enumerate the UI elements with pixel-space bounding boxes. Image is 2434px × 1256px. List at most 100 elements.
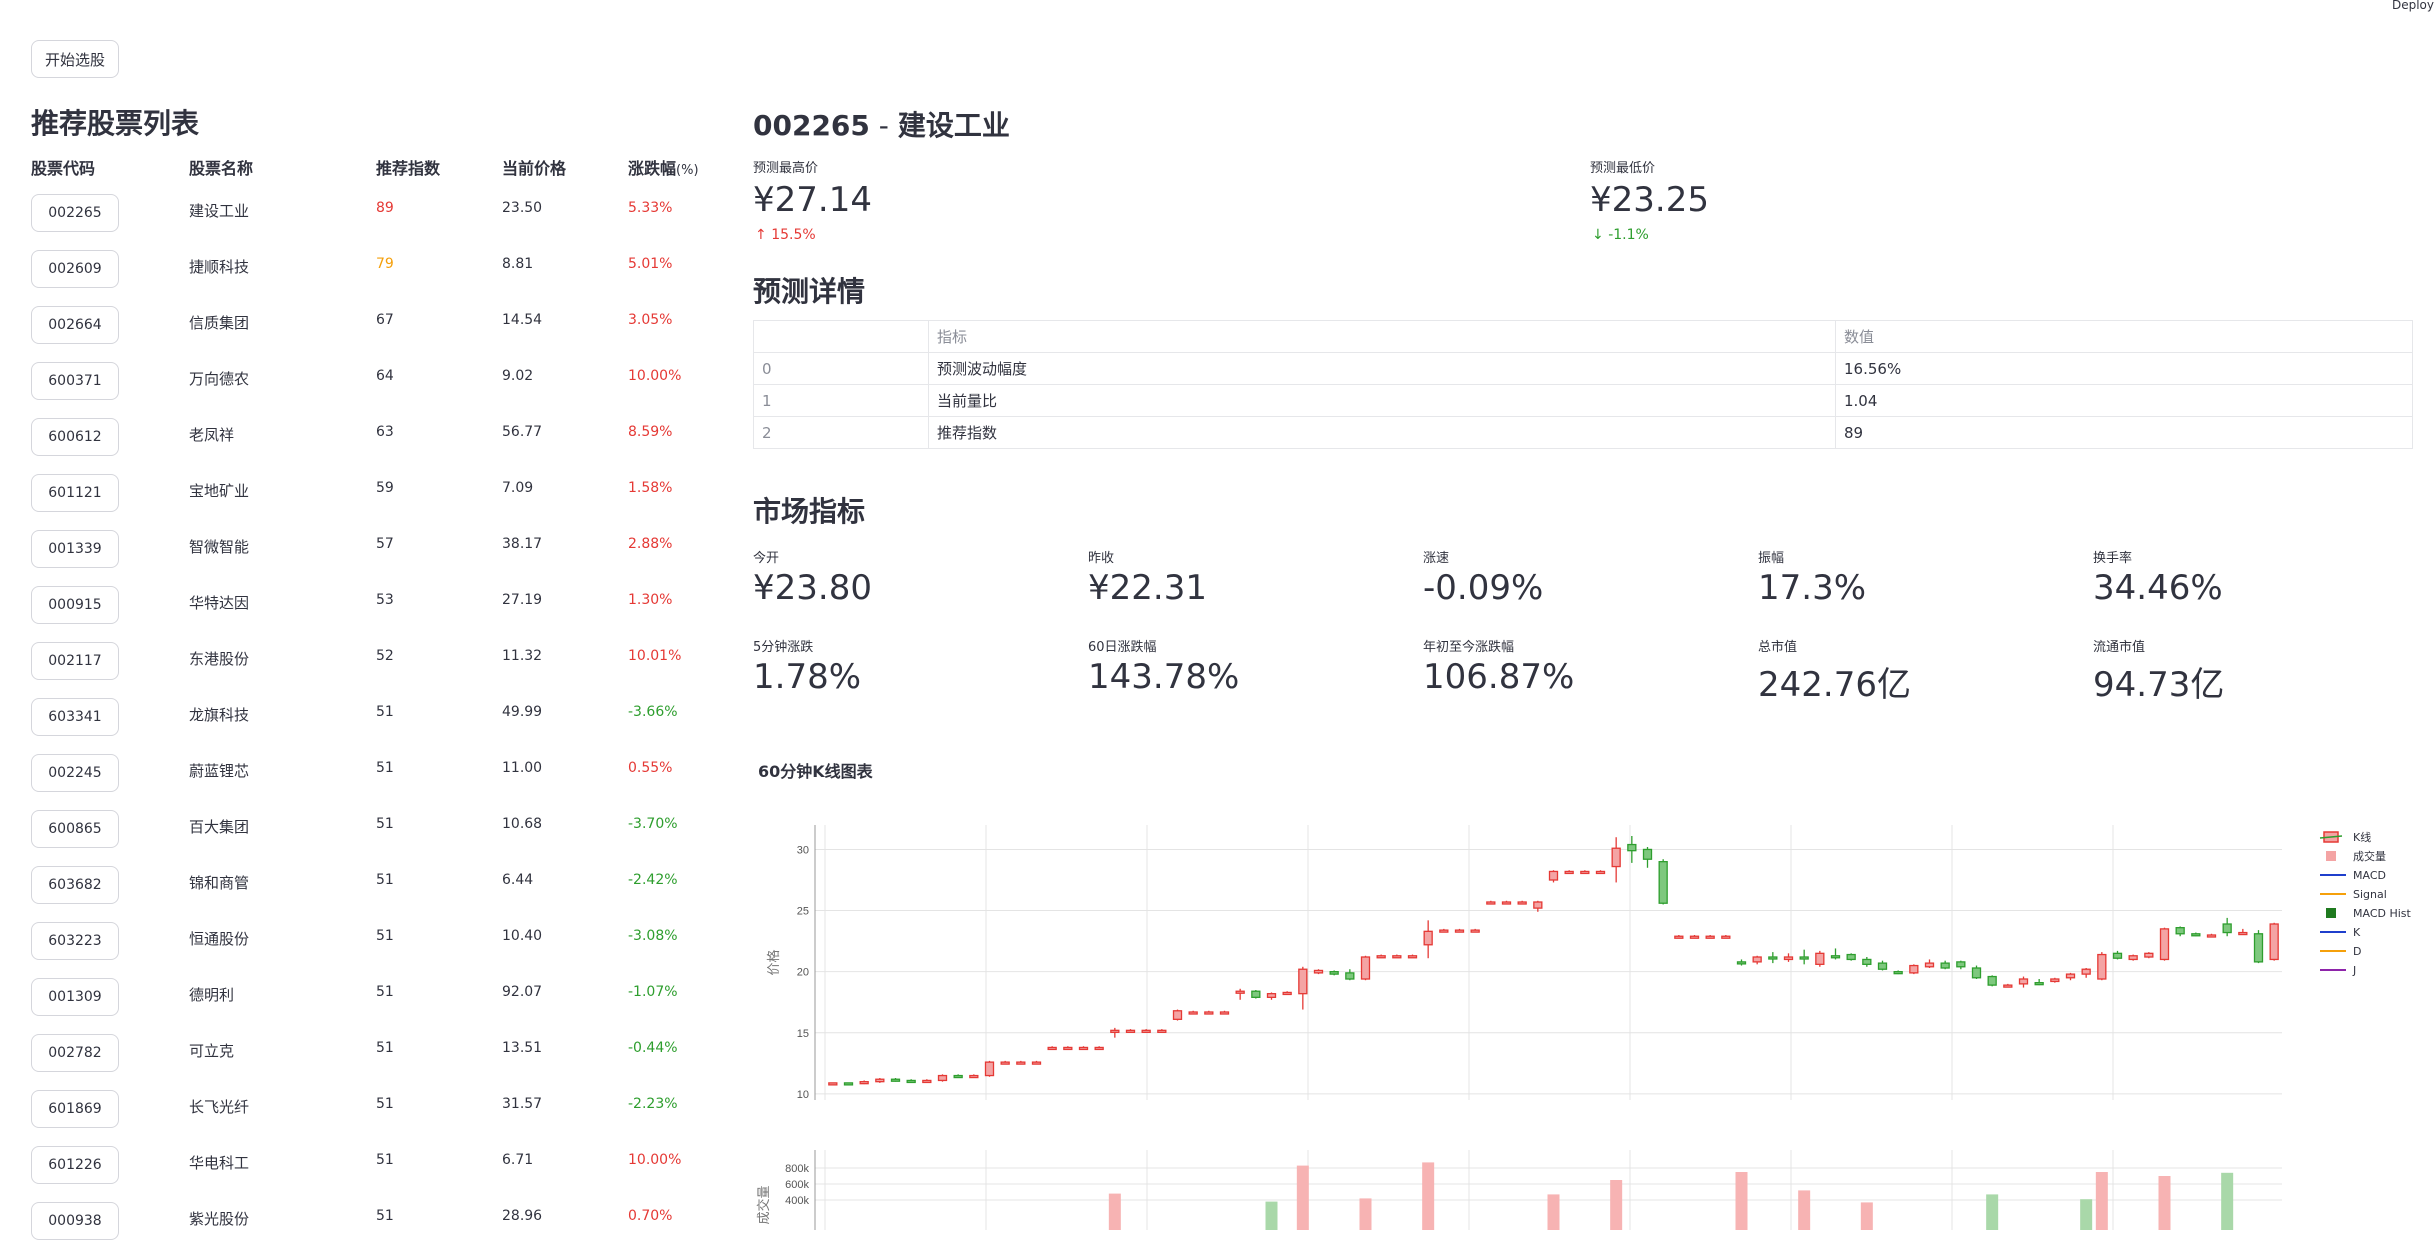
legend-label: K线 bbox=[2353, 830, 2371, 844]
candle bbox=[1830, 955, 1841, 959]
stock-code-button[interactable]: 000938 bbox=[31, 1202, 119, 1240]
volume-bar bbox=[1422, 1162, 1435, 1230]
stock-code-button[interactable]: 001339 bbox=[31, 530, 119, 568]
candle bbox=[1924, 962, 1935, 968]
stock-price: 56.77 bbox=[502, 424, 543, 440]
stock-price: 6.44 bbox=[502, 872, 534, 888]
candle bbox=[1736, 961, 1747, 965]
stock-change: -3.66% bbox=[628, 704, 678, 720]
stock-score: 79 bbox=[376, 256, 394, 272]
candle bbox=[1204, 1011, 1214, 1015]
market-indicators-title: 市场指标 bbox=[753, 495, 866, 528]
candle bbox=[1501, 901, 1512, 905]
stock-code-button[interactable]: 600865 bbox=[31, 810, 119, 848]
stock-score: 51 bbox=[376, 1040, 394, 1056]
stock-change: -3.08% bbox=[628, 928, 678, 944]
chart-title: 60分钟K线图表 bbox=[758, 762, 873, 781]
candle bbox=[2144, 952, 2154, 958]
metric-value: 17.3% bbox=[1758, 568, 1867, 608]
candle bbox=[1454, 929, 1465, 933]
stock-code-button[interactable]: 600612 bbox=[31, 418, 119, 456]
metric-label: 5分钟涨跌 bbox=[753, 640, 814, 655]
stock-code-button[interactable]: 002782 bbox=[31, 1034, 119, 1072]
candle bbox=[875, 1078, 885, 1083]
stock-code-button[interactable]: 002117 bbox=[31, 642, 119, 680]
candle bbox=[1642, 848, 1653, 860]
volume-bar bbox=[2095, 1172, 2108, 1230]
stock-row: 001309 德明利 51 92.07 -1.07% bbox=[0, 976, 720, 1032]
stock-code-button[interactable]: 600371 bbox=[31, 362, 119, 400]
stock-score: 51 bbox=[376, 1152, 394, 1168]
stock-price: 92.07 bbox=[502, 984, 543, 1000]
stock-code-button[interactable]: 001309 bbox=[31, 978, 119, 1016]
candle bbox=[2128, 955, 2138, 961]
stock-change: -0.44% bbox=[628, 1040, 678, 1056]
candle bbox=[2175, 927, 2185, 935]
candle bbox=[1533, 901, 1543, 909]
stock-change: 1.58% bbox=[628, 480, 673, 496]
candle bbox=[2206, 934, 2217, 938]
stock-row: 600371 万向德农 64 9.02 10.00% bbox=[0, 360, 720, 416]
metric-label: 年初至今涨跌幅 bbox=[1423, 640, 1515, 655]
volume-bar bbox=[1265, 1201, 1278, 1230]
candle bbox=[2065, 973, 2076, 979]
candle bbox=[1799, 956, 1809, 960]
stock-row: 601869 长飞光纤 51 31.57 -2.23% bbox=[0, 1088, 720, 1144]
stock-name: 建设工业 bbox=[189, 202, 250, 220]
stock-code-button[interactable]: 002664 bbox=[31, 306, 119, 344]
candle bbox=[2018, 978, 2029, 985]
stock-code-button[interactable]: 603341 bbox=[31, 698, 119, 736]
stock-score: 51 bbox=[376, 984, 394, 1000]
candle bbox=[1078, 1046, 1089, 1051]
stock-code-button[interactable]: 002245 bbox=[31, 754, 119, 792]
candle bbox=[1110, 1029, 1120, 1033]
stock-name: 龙旗科技 bbox=[189, 706, 250, 724]
pred-high-delta: ↑ 15.5% bbox=[755, 227, 816, 243]
stock-row: 000938 紫光股份 51 28.96 0.70% bbox=[0, 1200, 720, 1256]
deploy-link[interactable]: Deploy bbox=[2391, 0, 2434, 12]
stock-code-button[interactable]: 603682 bbox=[31, 866, 119, 904]
legend-label: MACD bbox=[2353, 869, 2386, 882]
price-tick-label: 10 bbox=[797, 1089, 809, 1101]
arrow-up-icon: ↑ bbox=[755, 227, 767, 243]
stock-code-button[interactable]: 000915 bbox=[31, 586, 119, 624]
stock-code-button[interactable]: 601869 bbox=[31, 1090, 119, 1128]
candle bbox=[1172, 1010, 1183, 1020]
stock-code-button[interactable]: 603223 bbox=[31, 922, 119, 960]
stock-code-button[interactable]: 601121 bbox=[31, 474, 119, 512]
stock-name: 百大集团 bbox=[189, 818, 250, 836]
volume-bar bbox=[1296, 1165, 1309, 1230]
stock-change: 2.88% bbox=[628, 536, 673, 552]
metric-value: 94.73亿 bbox=[2093, 665, 2225, 705]
prediction-details-title: 预测详情 bbox=[753, 275, 866, 308]
stock-name: 蔚蓝锂芯 bbox=[189, 762, 250, 780]
stock-name: 万向德农 bbox=[189, 370, 250, 388]
candle bbox=[2222, 923, 2232, 934]
stock-score: 64 bbox=[376, 368, 394, 384]
start-screening-button[interactable]: 开始选股 bbox=[31, 40, 120, 78]
candle bbox=[922, 1079, 932, 1084]
candle bbox=[906, 1079, 916, 1084]
candle bbox=[1580, 870, 1590, 875]
candle bbox=[1721, 935, 1731, 939]
stock-name: 可立克 bbox=[189, 1042, 235, 1060]
col-name: 股票名称 bbox=[189, 159, 254, 178]
volume-bar bbox=[1108, 1193, 1121, 1230]
stock-score: 52 bbox=[376, 648, 394, 664]
stock-change: 10.01% bbox=[628, 648, 682, 664]
volume-tick-label: 400k bbox=[785, 1195, 809, 1207]
metric-label: 振幅 bbox=[1758, 551, 1785, 566]
table-row: 1 当前量比 1.04 bbox=[753, 384, 2413, 417]
stock-code-button[interactable]: 601226 bbox=[31, 1146, 119, 1184]
stock-price: 7.09 bbox=[502, 480, 534, 496]
stock-price: 10.68 bbox=[502, 816, 543, 832]
stock-change: 3.05% bbox=[628, 312, 673, 328]
candle bbox=[1282, 991, 1292, 996]
stock-code-button[interactable]: 002265 bbox=[31, 194, 119, 232]
price-axis-label: 价格 bbox=[766, 949, 782, 975]
candle bbox=[1846, 953, 1856, 961]
stock-code-button[interactable]: 002609 bbox=[31, 250, 119, 288]
stock-name: 华特达因 bbox=[189, 594, 250, 612]
stock-score: 53 bbox=[376, 592, 394, 608]
